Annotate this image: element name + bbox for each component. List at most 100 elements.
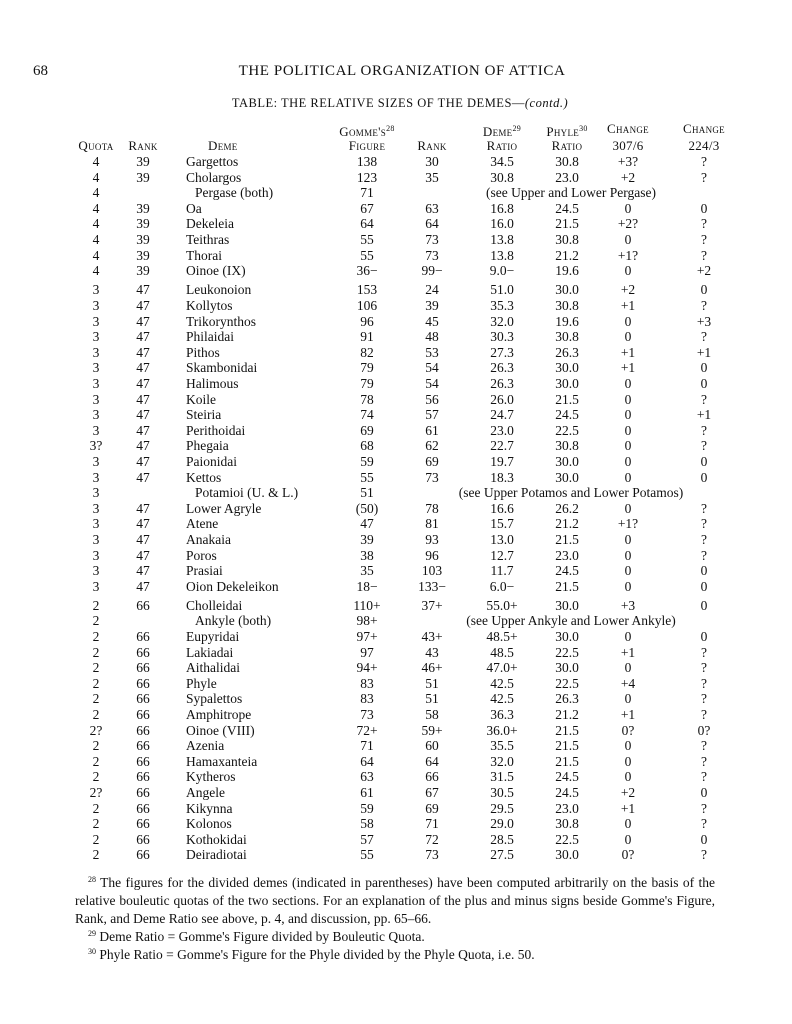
table-cell: +2 [696, 263, 712, 279]
table-cell: +2 [620, 785, 636, 800]
table-cell: 21.5 [555, 753, 579, 769]
column-header-top: Change [683, 121, 725, 137]
table-cell: 39 [136, 154, 150, 169]
table-cell: 43 [425, 644, 439, 660]
table-cell: 31.5 [490, 769, 514, 785]
table-cell: 21.2 [555, 707, 579, 722]
table-cell: 42.5 [490, 675, 514, 691]
table-cell: 64 [360, 216, 374, 232]
table-cell: ? [701, 422, 707, 438]
table-cell: 39 [425, 297, 439, 313]
table-cell: 21.5 [555, 722, 579, 738]
table-cell: 0? [697, 722, 711, 738]
table-cell: 96 [425, 547, 439, 563]
table-cell: 3 [92, 422, 100, 438]
table-cell: 47 [136, 282, 150, 298]
table-cell: 30.8 [555, 438, 579, 454]
table-cell: +2 [620, 282, 636, 298]
table-cell: 47 [136, 563, 150, 579]
table-cell: 23.0 [555, 547, 579, 563]
table-cell: 60 [425, 738, 439, 754]
table-cell: Dekeleia [186, 216, 234, 232]
table-cell: 21.5 [555, 531, 579, 547]
table-cell: 0 [624, 453, 632, 469]
table-cell: 16.0 [490, 216, 514, 232]
table-cell: 73 [425, 247, 439, 263]
table-cell: 30.0 [555, 469, 579, 485]
table-cell: 0 [700, 578, 708, 594]
table-cell: 47 [360, 516, 374, 532]
table-cell: Kettos [186, 469, 222, 485]
table-cell: 2? [89, 722, 103, 738]
table-cell: Trikorynthos [186, 313, 257, 329]
table-cell: 36− [356, 263, 378, 279]
table-cell: Amphitrope [186, 707, 252, 722]
table-cell: Potamioi (U. & L.) [195, 485, 299, 501]
column-header: Ratio [486, 138, 518, 153]
table-cell: 3 [92, 453, 100, 469]
table-cell: 133− [418, 578, 446, 594]
table-cell: 94+ [356, 660, 378, 676]
header-text: Deme [482, 124, 513, 139]
table-cell: 0 [624, 660, 632, 676]
table-cell: 54 [425, 360, 439, 376]
table-cell: 66 [136, 691, 150, 707]
table-cell: 3 [92, 297, 100, 313]
table-cell: 24.5 [555, 769, 579, 785]
table-cell: 0 [624, 816, 632, 832]
table-cell: 3 [92, 531, 100, 547]
table-cell: 97+ [356, 629, 378, 644]
table-cell: 82 [360, 344, 374, 360]
table-cell: 13.0 [490, 531, 514, 547]
table-cell: 2 [92, 753, 100, 769]
table-cell: 29.5 [490, 800, 514, 816]
table-cell: Sypalettos [186, 691, 243, 707]
table-cell: 67 [425, 785, 439, 800]
footnote-text: Phyle Ratio = Gomme's Figure for the Phy… [99, 947, 535, 962]
table-cell: ? [701, 675, 707, 691]
table-cell: 24.5 [555, 200, 579, 216]
table-cell: ? [701, 547, 707, 563]
table-cell: 27.5 [490, 847, 514, 863]
table-cell: 0 [624, 769, 632, 785]
footnote: 30 Phyle Ratio = Gomme's Figure for the … [75, 943, 715, 964]
table-cell: 39 [360, 531, 374, 547]
table-cell: 3 [92, 563, 100, 579]
table-cell: 29.0 [490, 816, 514, 832]
table-cell: 45 [425, 313, 439, 329]
table-cell: 3 [92, 282, 100, 298]
table-cell: 2 [92, 847, 100, 863]
table-cell: 69 [360, 422, 374, 438]
table-cell: 30 [425, 154, 439, 169]
table-cell: 0 [700, 360, 708, 376]
running-title: THE POLITICAL ORGANIZATION OF ATTICA [238, 63, 566, 79]
table-cell: 59+ [421, 722, 443, 738]
table-cell: 78 [425, 500, 439, 516]
table-cell: ? [701, 297, 707, 313]
table-cell: 21.5 [555, 578, 579, 594]
table-cell: 32.0 [490, 753, 514, 769]
table-cell: 66 [136, 660, 150, 676]
table-cell: 4 [92, 216, 100, 232]
table-cell: Pergase (both) [195, 185, 274, 201]
column-header-top: Gomme's28 [339, 121, 394, 140]
table-cell: 18− [356, 578, 378, 594]
table-cell: ? [701, 753, 707, 769]
table-cell: 3 [92, 360, 100, 376]
table-cell: 93 [425, 531, 439, 547]
table-note: (see Upper Ankyle and Lower Ankyle) [466, 613, 676, 629]
table-cell: 30.8 [555, 297, 579, 313]
table-cell: +1 [620, 644, 636, 660]
table-cell: 48.5 [490, 644, 514, 660]
table-cell: 66 [136, 629, 150, 644]
table-cell: 55 [360, 232, 374, 247]
footnote-text: The figures for the divided demes (indic… [75, 875, 715, 926]
table-cell: 51 [360, 485, 374, 501]
table-cell: 35 [425, 169, 439, 185]
table-cell: 96 [360, 313, 374, 329]
table-cell: 26.0 [490, 391, 514, 407]
table-cell: 2 [92, 644, 100, 660]
table-cell: 3 [92, 391, 100, 407]
table-cell: 0 [624, 500, 632, 516]
